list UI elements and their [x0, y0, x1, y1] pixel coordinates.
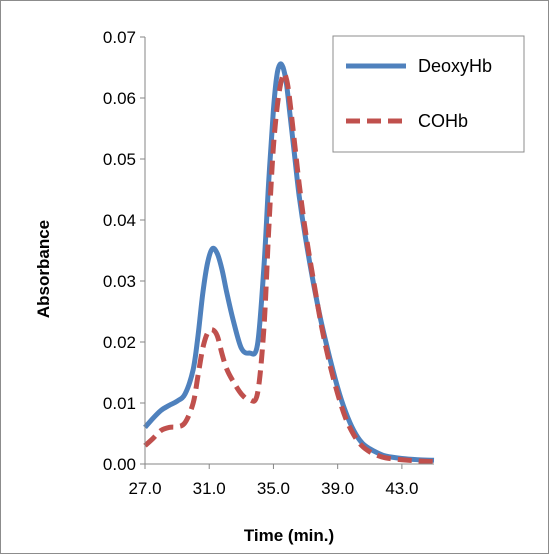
x-tick-label: 39.0: [321, 479, 354, 498]
axes: [144, 37, 434, 465]
legend-label-cohb: COHb: [418, 111, 468, 131]
y-tick-label: 0.04: [103, 211, 136, 230]
series-line-cohb: [143, 70, 435, 465]
y-tick-label: 0.05: [103, 150, 136, 169]
legend-label-deoxyhb: DeoxyHb: [418, 56, 492, 76]
x-tick-label: 35.0: [257, 479, 290, 498]
y-tick-label: 0.01: [103, 394, 136, 413]
y-ticks: 0.00 0.01 0.02 0.03 0.04 0.05 0.06 0.07: [103, 28, 145, 474]
y-tick-label: 0.07: [103, 28, 136, 47]
x-tick-label: 27.0: [128, 479, 161, 498]
legend: DeoxyHb COHb: [332, 35, 525, 153]
legend-box: [332, 35, 525, 153]
y-tick-label: 0.06: [103, 89, 136, 108]
x-axis-title: Time (min.): [244, 526, 334, 545]
x-ticks: 27.0 31.0 35.0 39.0 43.0: [128, 464, 418, 498]
plot-lines: [143, 61, 435, 465]
y-tick-label: 0.02: [103, 333, 136, 352]
x-tick-label: 31.0: [193, 479, 226, 498]
y-axis-title: Absorbance: [34, 220, 53, 318]
x-tick-label: 43.0: [385, 479, 418, 498]
y-tick-label: 0.03: [103, 272, 136, 291]
y-tick-label: 0.00: [103, 455, 136, 474]
